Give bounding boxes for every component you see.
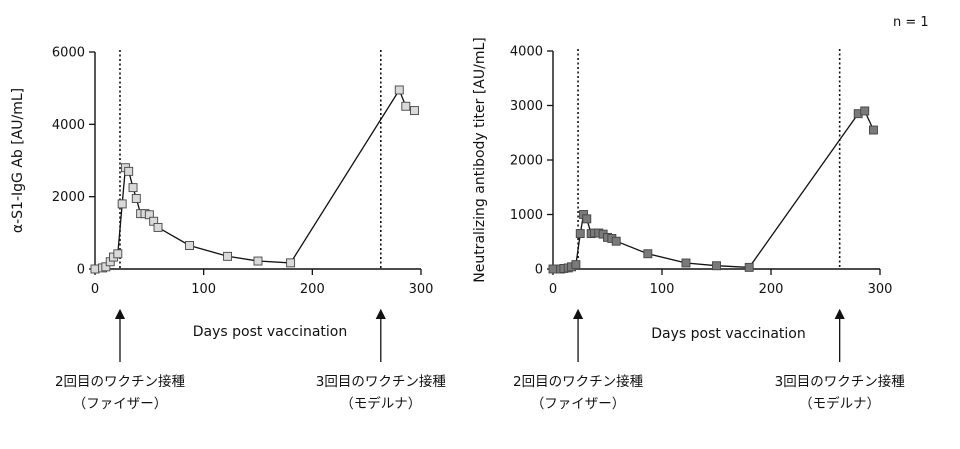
vaccine-brand-label: （モデルナ） — [799, 395, 880, 412]
data-point — [131, 194, 141, 203]
data-point — [643, 249, 653, 259]
data-point — [571, 260, 581, 270]
y-axis-title: Neutralizing antibody titer [AU/mL] — [472, 37, 488, 283]
x-tick-label: 100 — [650, 282, 675, 297]
data-point — [582, 214, 592, 224]
x-tick-label: 0 — [91, 282, 99, 297]
data-point — [681, 258, 691, 268]
sample-size-note: n = 1 — [893, 15, 929, 30]
y-axis-title: α-S1-IgG Ab [AU/mL] — [10, 88, 26, 233]
data-point — [410, 106, 419, 116]
data-point — [548, 264, 558, 274]
series-line — [94, 88, 415, 270]
y-tick-label: 4000 — [52, 118, 85, 133]
x-axis-title: Days post vaccination — [651, 326, 806, 342]
series-line — [553, 110, 875, 270]
x-axis-title: Days post vaccination — [193, 324, 348, 340]
data-point — [611, 236, 621, 246]
data-point — [117, 199, 127, 209]
data-point — [286, 258, 296, 268]
y-tick-label: 3000 — [510, 99, 543, 114]
x-tick-label: 200 — [300, 282, 325, 297]
x-tick-label: 0 — [549, 282, 557, 297]
data-point — [401, 101, 411, 111]
vaccine-brand-label: （ファイザー） — [73, 396, 168, 412]
y-tick-label: 6000 — [52, 46, 85, 61]
data-point — [185, 241, 194, 250]
neutralizing-chart-panel: 0 1000 2000 3000 4000 0 100 200 300 Days post vac… — [472, 37, 905, 412]
data-point — [394, 85, 404, 95]
data-point — [869, 125, 878, 135]
vaccination-label: 2回目のワクチン接種 — [513, 373, 644, 390]
data-point — [744, 262, 754, 272]
vaccination-label: 3回目のワクチン接種 — [316, 373, 447, 390]
y-tick-label: 4000 — [510, 45, 543, 60]
x-tick-label: 300 — [409, 282, 434, 297]
data-point — [860, 106, 870, 116]
vaccine-brand-label: （ファイザー） — [531, 396, 626, 412]
x-tick-label: 200 — [759, 282, 784, 297]
igg-chart-panel: 0 2000 4000 6000 0 100 200 300 Days post vaccina… — [10, 46, 446, 413]
data-point — [575, 229, 585, 239]
data-point — [90, 264, 100, 274]
data-point — [124, 166, 134, 176]
y-tick-label: 0 — [535, 263, 543, 278]
x-tick-label: 300 — [868, 282, 893, 297]
x-tick-label: 100 — [191, 282, 216, 297]
data-point — [253, 256, 263, 266]
data-point — [153, 222, 163, 232]
y-tick-label: 2000 — [510, 154, 543, 169]
vaccination-label: 2回目のワクチン接種 — [55, 373, 186, 390]
vaccine-brand-label: （モデルナ） — [340, 395, 421, 412]
vaccination-label: 3回目のワクチン接種 — [775, 373, 906, 390]
y-tick-label: 1000 — [510, 208, 543, 223]
data-point — [128, 183, 138, 193]
data-point — [712, 261, 721, 271]
data-point — [113, 249, 123, 259]
data-point — [223, 251, 233, 261]
y-tick-label: 0 — [77, 263, 85, 278]
y-tick-label: 2000 — [52, 190, 85, 205]
